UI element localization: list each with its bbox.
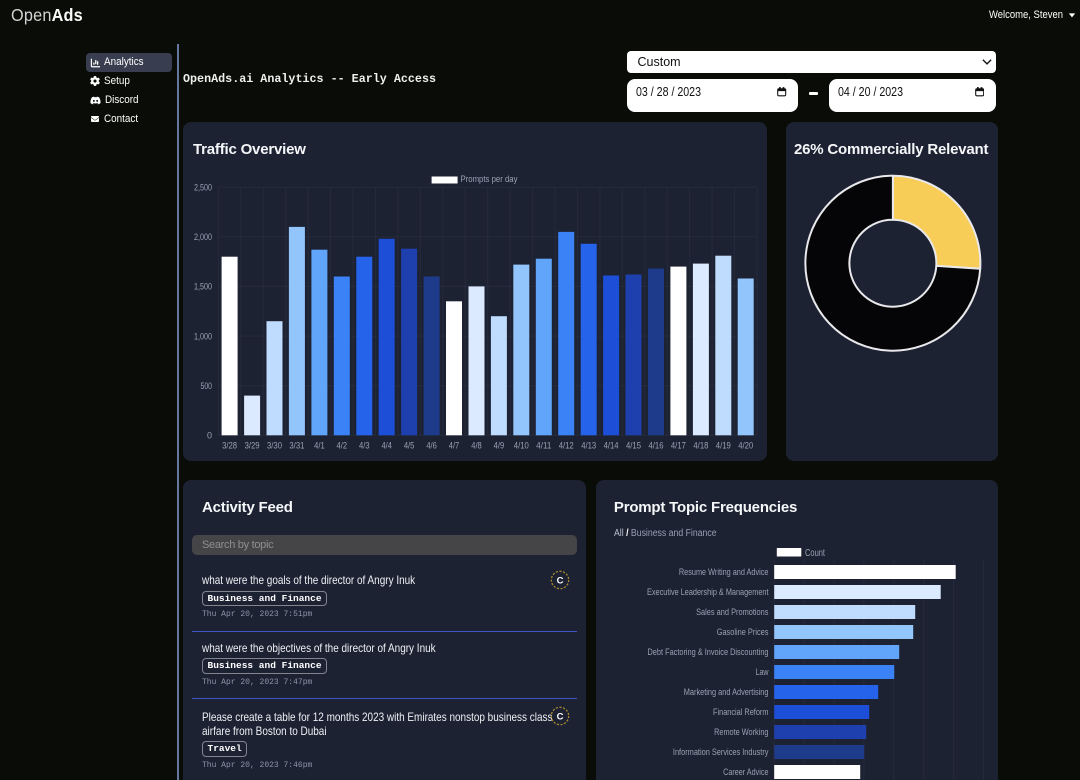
svg-text:2,000: 2,000 xyxy=(194,232,212,242)
svg-text:4/9: 4/9 xyxy=(494,441,505,451)
svg-text:4/15: 4/15 xyxy=(626,441,641,451)
svg-text:2,500: 2,500 xyxy=(194,182,212,192)
svg-text:4/13: 4/13 xyxy=(581,441,596,451)
svg-text:3/31: 3/31 xyxy=(289,441,304,451)
svg-text:Law: Law xyxy=(755,667,768,677)
svg-text:Prompts per day: Prompts per day xyxy=(461,174,518,185)
svg-text:Sales and Promotions: Sales and Promotions xyxy=(696,607,769,617)
svg-text:4/16: 4/16 xyxy=(649,441,664,451)
svg-text:4/14: 4/14 xyxy=(604,441,619,451)
svg-text:Information Services Industry: Information Services Industry xyxy=(672,747,768,757)
svg-text:4/19: 4/19 xyxy=(716,441,731,451)
svg-text:4/5: 4/5 xyxy=(404,441,415,451)
svg-text:4/12: 4/12 xyxy=(559,441,574,451)
svg-text:4/2: 4/2 xyxy=(337,441,348,451)
svg-text:4/1: 4/1 xyxy=(314,441,325,451)
svg-text:3/29: 3/29 xyxy=(245,441,260,451)
svg-text:1,500: 1,500 xyxy=(194,282,212,292)
svg-text:Count: Count xyxy=(805,548,825,559)
svg-text:Remote Working: Remote Working xyxy=(714,727,768,737)
svg-text:Gasoline Prices: Gasoline Prices xyxy=(716,627,768,637)
svg-text:500: 500 xyxy=(201,381,213,391)
svg-text:4/20: 4/20 xyxy=(738,441,753,451)
svg-text:Debt Factoring & Invoice Disco: Debt Factoring & Invoice Discounting xyxy=(647,647,768,657)
svg-text:0: 0 xyxy=(207,431,212,441)
svg-text:4/18: 4/18 xyxy=(693,441,708,451)
svg-text:Marketing and Advertising: Marketing and Advertising xyxy=(683,687,768,697)
svg-text:4/7: 4/7 xyxy=(449,441,460,451)
svg-text:Resume Writing and Advice: Resume Writing and Advice xyxy=(678,567,768,577)
svg-text:Career Advice: Career Advice xyxy=(723,767,768,777)
svg-text:3/30: 3/30 xyxy=(267,441,282,451)
svg-text:4/4: 4/4 xyxy=(381,441,392,451)
svg-text:4/8: 4/8 xyxy=(471,441,482,451)
svg-text:Executive Leadership & Managem: Executive Leadership & Management xyxy=(647,587,769,597)
svg-text:Financial Reform: Financial Reform xyxy=(713,707,769,717)
svg-text:C: C xyxy=(556,575,563,586)
svg-text:4/6: 4/6 xyxy=(426,441,437,451)
svg-text:4/17: 4/17 xyxy=(671,441,686,451)
svg-text:4/11: 4/11 xyxy=(536,441,551,451)
svg-text:4/10: 4/10 xyxy=(514,441,529,451)
svg-text:4/3: 4/3 xyxy=(359,441,370,451)
svg-text:C: C xyxy=(556,711,563,722)
svg-text:1,000: 1,000 xyxy=(194,331,212,341)
svg-text:3/28: 3/28 xyxy=(222,441,237,451)
